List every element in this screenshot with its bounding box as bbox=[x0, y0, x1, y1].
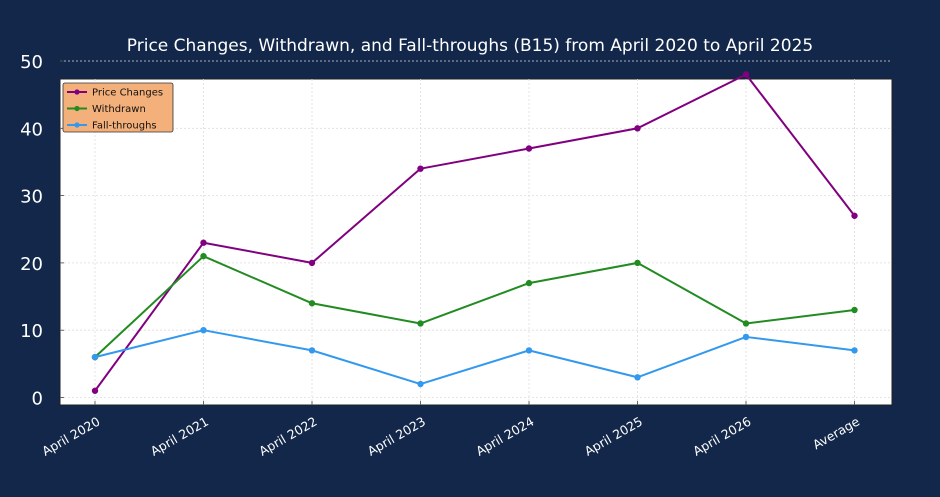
series-line-2 bbox=[94, 329, 855, 386]
x-tick-label: April 2025 bbox=[582, 414, 645, 459]
data-point bbox=[634, 259, 641, 267]
x-tick-label: Average bbox=[810, 413, 862, 452]
data-point bbox=[200, 239, 207, 246]
data-point bbox=[91, 353, 99, 361]
series-line-0 bbox=[94, 73, 856, 392]
x-tick-label: April 2024 bbox=[473, 414, 536, 459]
y-axis: 0 10 20 30 40 50 bbox=[20, 52, 64, 410]
y-tick-label: 30 bbox=[20, 187, 43, 208]
data-point bbox=[525, 347, 533, 354]
data-point bbox=[91, 387, 99, 394]
legend-label: Withdrawn bbox=[92, 104, 146, 115]
data-point bbox=[200, 327, 207, 334]
y-tick-label: 20 bbox=[20, 254, 43, 275]
x-tick-label: April 2022 bbox=[256, 414, 319, 459]
grid bbox=[60, 60, 892, 405]
data-point bbox=[742, 320, 750, 327]
data-point bbox=[634, 125, 641, 132]
series-line-1 bbox=[94, 255, 855, 358]
data-point bbox=[308, 347, 316, 354]
x-tick-label: April 2021 bbox=[148, 414, 211, 459]
legend-swatch-marker bbox=[74, 89, 80, 95]
plot-area bbox=[59, 78, 893, 406]
x-tick-label: April 2023 bbox=[365, 414, 428, 459]
x-tick-label: April 2026 bbox=[690, 414, 753, 459]
data-point bbox=[308, 300, 316, 307]
legend: Price Changes Withdrawn Fall-throughs bbox=[62, 82, 174, 133]
data-point bbox=[417, 165, 424, 172]
data-point bbox=[417, 380, 424, 388]
chart-title: Price Changes, Withdrawn, and Fall-throu… bbox=[127, 36, 813, 56]
legend-swatch-marker bbox=[74, 105, 80, 112]
legend-label: Fall-throughs bbox=[92, 121, 157, 132]
data-point bbox=[851, 306, 858, 314]
data-point bbox=[742, 71, 750, 78]
data-point bbox=[742, 333, 750, 341]
legend-swatch-marker bbox=[74, 122, 80, 128]
y-tick-label: 10 bbox=[20, 321, 43, 342]
series-layer bbox=[91, 71, 858, 394]
legend-box bbox=[62, 82, 174, 133]
data-point bbox=[851, 347, 858, 354]
data-point bbox=[417, 320, 424, 327]
data-point bbox=[851, 212, 858, 219]
legend-label: Price Changes bbox=[92, 88, 163, 99]
data-point bbox=[634, 374, 641, 381]
y-tick-label: 0 bbox=[32, 389, 43, 410]
data-point bbox=[525, 279, 533, 287]
x-tick-label: April 2020 bbox=[39, 414, 102, 459]
y-tick-label: 50 bbox=[20, 52, 43, 73]
data-point bbox=[200, 252, 207, 260]
x-axis: April 2020 April 2021 April 2022 April 2023… bbox=[39, 401, 862, 459]
data-point bbox=[308, 259, 316, 267]
data-point bbox=[525, 145, 533, 152]
y-tick-label: 40 bbox=[20, 119, 43, 140]
